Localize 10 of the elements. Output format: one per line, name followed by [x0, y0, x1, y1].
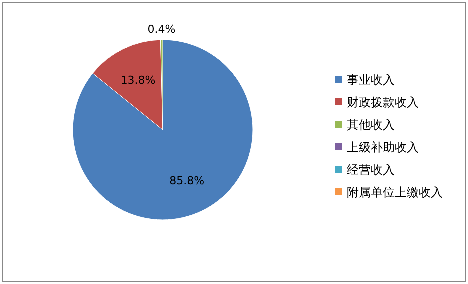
legend-label: 经营收入 [347, 163, 395, 177]
data-label: 13.8% [120, 74, 156, 87]
legend-label: 上级补助收入 [347, 140, 419, 154]
legend-label: 其他收入 [347, 118, 395, 132]
data-label: 0.4% [148, 23, 176, 36]
legend-label: 事业收入 [347, 73, 395, 87]
data-label: 85.8% [170, 174, 205, 188]
pie-slice [72, 40, 254, 220]
legend-label: 附属单位上缴收入 [347, 186, 443, 200]
legend-label: 财政拨款收入 [347, 96, 419, 110]
